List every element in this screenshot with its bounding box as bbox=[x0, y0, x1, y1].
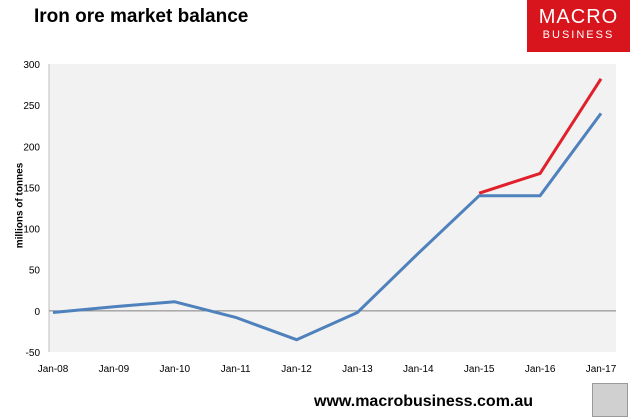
y-tick-label: 150 bbox=[23, 183, 40, 194]
series-line-2 bbox=[478, 77, 603, 195]
x-tick-label: Jan-16 bbox=[525, 364, 556, 375]
x-tick-label: Jan-17 bbox=[586, 364, 617, 375]
x-tick-label: Jan-15 bbox=[464, 364, 495, 375]
x-tick-label: Jan-12 bbox=[281, 364, 312, 375]
x-tick-label: Jan-13 bbox=[342, 364, 373, 375]
macrobusiness-logo: MACRO BUSINESS bbox=[527, 0, 630, 52]
website-url: www.macrobusiness.com.au bbox=[314, 393, 534, 410]
y-tick-label: -50 bbox=[26, 348, 41, 359]
x-tick-label: Jan-08 bbox=[38, 364, 69, 375]
x-tick-labels: Jan-08 Jan-09 Jan-10 Jan-11 Jan-12 Jan-13 Jan-… bbox=[38, 364, 617, 375]
y-tick-label: 300 bbox=[23, 60, 40, 71]
y-tick-label: 100 bbox=[23, 225, 40, 236]
y-tick-label: 50 bbox=[29, 266, 41, 277]
y-tick-label: 250 bbox=[23, 101, 40, 112]
wolf-emblem-icon bbox=[592, 383, 628, 417]
x-tick-label: Jan-10 bbox=[159, 364, 190, 375]
logo-line-1: MACRO bbox=[538, 6, 619, 28]
logo-line-2: BUSINESS bbox=[542, 29, 615, 41]
y-tick-label: 200 bbox=[23, 142, 40, 153]
y-tick-labels: -50 0 50 100 150 200 250 300 bbox=[23, 60, 40, 359]
chart-title: Iron ore market balance bbox=[34, 6, 249, 27]
x-tick-label: Jan-09 bbox=[99, 364, 130, 375]
plot-area bbox=[49, 64, 616, 352]
y-tick-label: 0 bbox=[34, 307, 40, 318]
x-tick-label: Jan-11 bbox=[221, 364, 251, 375]
series-line-1 bbox=[52, 112, 603, 342]
series-lines bbox=[52, 77, 603, 342]
x-tick-label: Jan-14 bbox=[403, 364, 434, 375]
